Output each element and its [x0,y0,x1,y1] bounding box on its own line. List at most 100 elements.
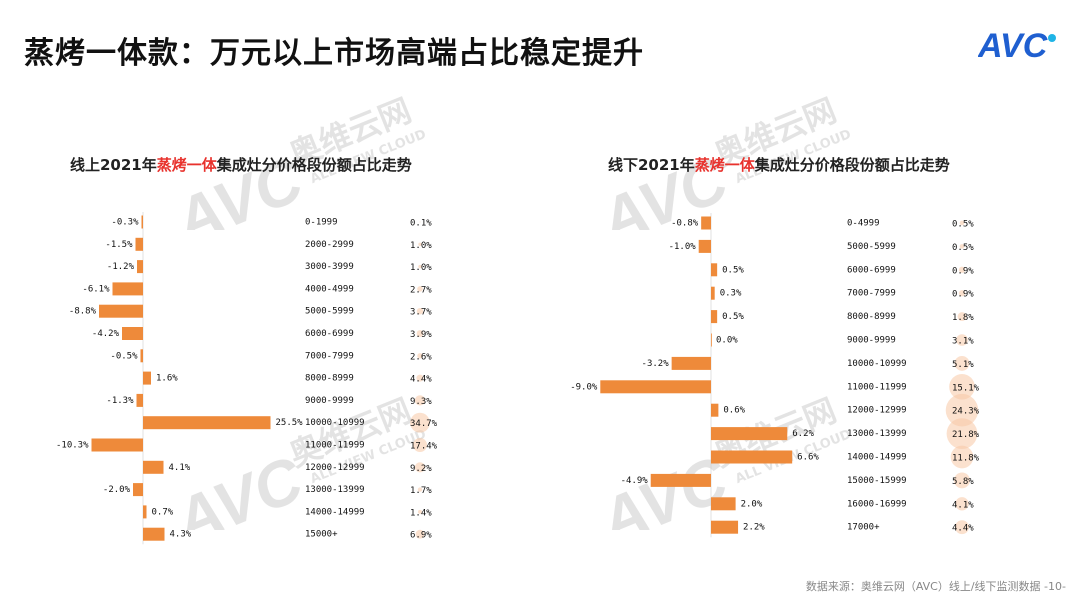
change-label: 0.3% [720,289,742,299]
change-bar [143,505,147,519]
chart-title-highlight: 蒸烤一体 [156,156,217,174]
share-label: 5.1% [952,360,974,370]
share-label: 4.4% [410,375,432,385]
share-label: 9.2% [410,464,432,474]
share-bubble [950,445,974,469]
change-label: -1.2% [107,262,135,272]
share-bubble [959,244,965,249]
category-label: 16000-16999 [847,499,907,509]
change-bar [91,438,143,452]
share-bubble [954,355,970,371]
change-bar [711,427,788,441]
logo-dot [1048,34,1056,42]
category-label: 14000-14999 [305,507,365,517]
share-label: 2.6% [410,352,432,362]
change-label: 25.5% [276,418,304,428]
change-label: -0.3% [111,218,139,228]
chart-title-highlight: 蒸烤一体 [694,156,755,174]
share-label: 3.9% [410,330,432,340]
share-label: 9.3% [410,397,432,407]
category-label: 3000-3999 [305,262,354,272]
change-bar [701,216,711,230]
share-label: 1.0% [410,241,432,251]
change-label: -0.8% [671,219,699,229]
change-label: 0.5% [722,312,744,322]
share-bubble [415,529,425,539]
change-label: 0.5% [722,265,744,275]
change-bar [711,497,736,511]
share-label: 11.8% [952,454,980,464]
share-bubble [417,487,423,492]
share-label: 15.1% [952,383,980,393]
share-label: 0.9% [952,290,974,300]
share-label: 0.1% [410,219,432,229]
category-label: 10000-10999 [305,418,365,428]
page-title: 蒸烤一体款：万元以上市场高端占比稳定提升 [24,36,644,71]
chart-title-suffix: 集成灶分价格段份额占比走势 [216,156,412,174]
change-label: 6.6% [797,453,819,463]
change-label: -1.0% [669,242,697,252]
change-bar [711,403,719,417]
chart-title-prefix: 线上2021年 [70,156,157,174]
share-bubble [945,393,979,427]
share-bubble [417,353,423,359]
category-label: 8000-8999 [847,312,896,322]
change-bar [711,520,739,534]
change-bar [711,450,793,464]
share-label: 1.0% [410,263,432,273]
category-label: 0-4999 [847,219,880,229]
category-label: 2000-2999 [305,240,354,250]
category-label: 12000-12999 [305,463,365,473]
share-bubble [955,497,969,511]
category-label: 9000-9999 [305,396,354,406]
category-label: 12000-12999 [847,406,907,416]
share-label: 6.9% [410,531,432,541]
share-bubble [418,242,422,246]
share-label: 1.4% [410,508,432,518]
chart-title-suffix: 集成灶分价格段份额占比走势 [754,156,950,174]
change-label: -3.2% [642,359,670,369]
change-label: 2.0% [741,499,763,509]
share-label: 5.8% [952,477,974,487]
change-label: 1.6% [156,374,178,384]
share-bubble [416,374,424,382]
share-bubble [954,472,970,489]
change-bar [143,527,165,541]
change-bar [141,215,143,229]
change-label: -0.5% [110,351,138,361]
change-label: -2.0% [103,485,131,495]
change-bar [698,239,711,253]
change-bar [99,304,143,318]
change-bar [650,473,711,487]
change-label: -4.9% [621,476,649,486]
change-bar [135,237,143,251]
share-bubble [414,462,426,473]
share-label: 4.1% [952,500,974,510]
change-bar [140,349,143,363]
change-bar [143,416,271,430]
category-label: 4000-4999 [305,284,354,294]
category-label: 15000-15999 [847,476,907,486]
share-bubble [958,290,966,297]
share-label: 3.1% [952,337,974,347]
category-label: 10000-10999 [847,359,907,369]
share-label: 0.5% [952,220,974,230]
change-bar [136,393,143,407]
change-label: -8.8% [69,307,97,317]
category-label: 15000+ [305,530,338,540]
share-label: 4.4% [952,524,974,534]
change-bar [600,380,711,394]
share-bubble [956,334,968,346]
share-label: 3.7% [410,308,432,318]
category-label: 14000-14999 [847,453,907,463]
share-bubble [419,221,421,223]
category-label: 7000-7999 [305,351,354,361]
category-label: 17000+ [847,523,880,533]
share-bubble [958,266,966,273]
share-bubble [418,509,422,514]
change-bar [112,282,143,296]
change-bar [711,310,718,324]
change-bar [133,483,143,497]
category-label: 7000-7999 [847,289,896,299]
change-bar [143,460,164,474]
